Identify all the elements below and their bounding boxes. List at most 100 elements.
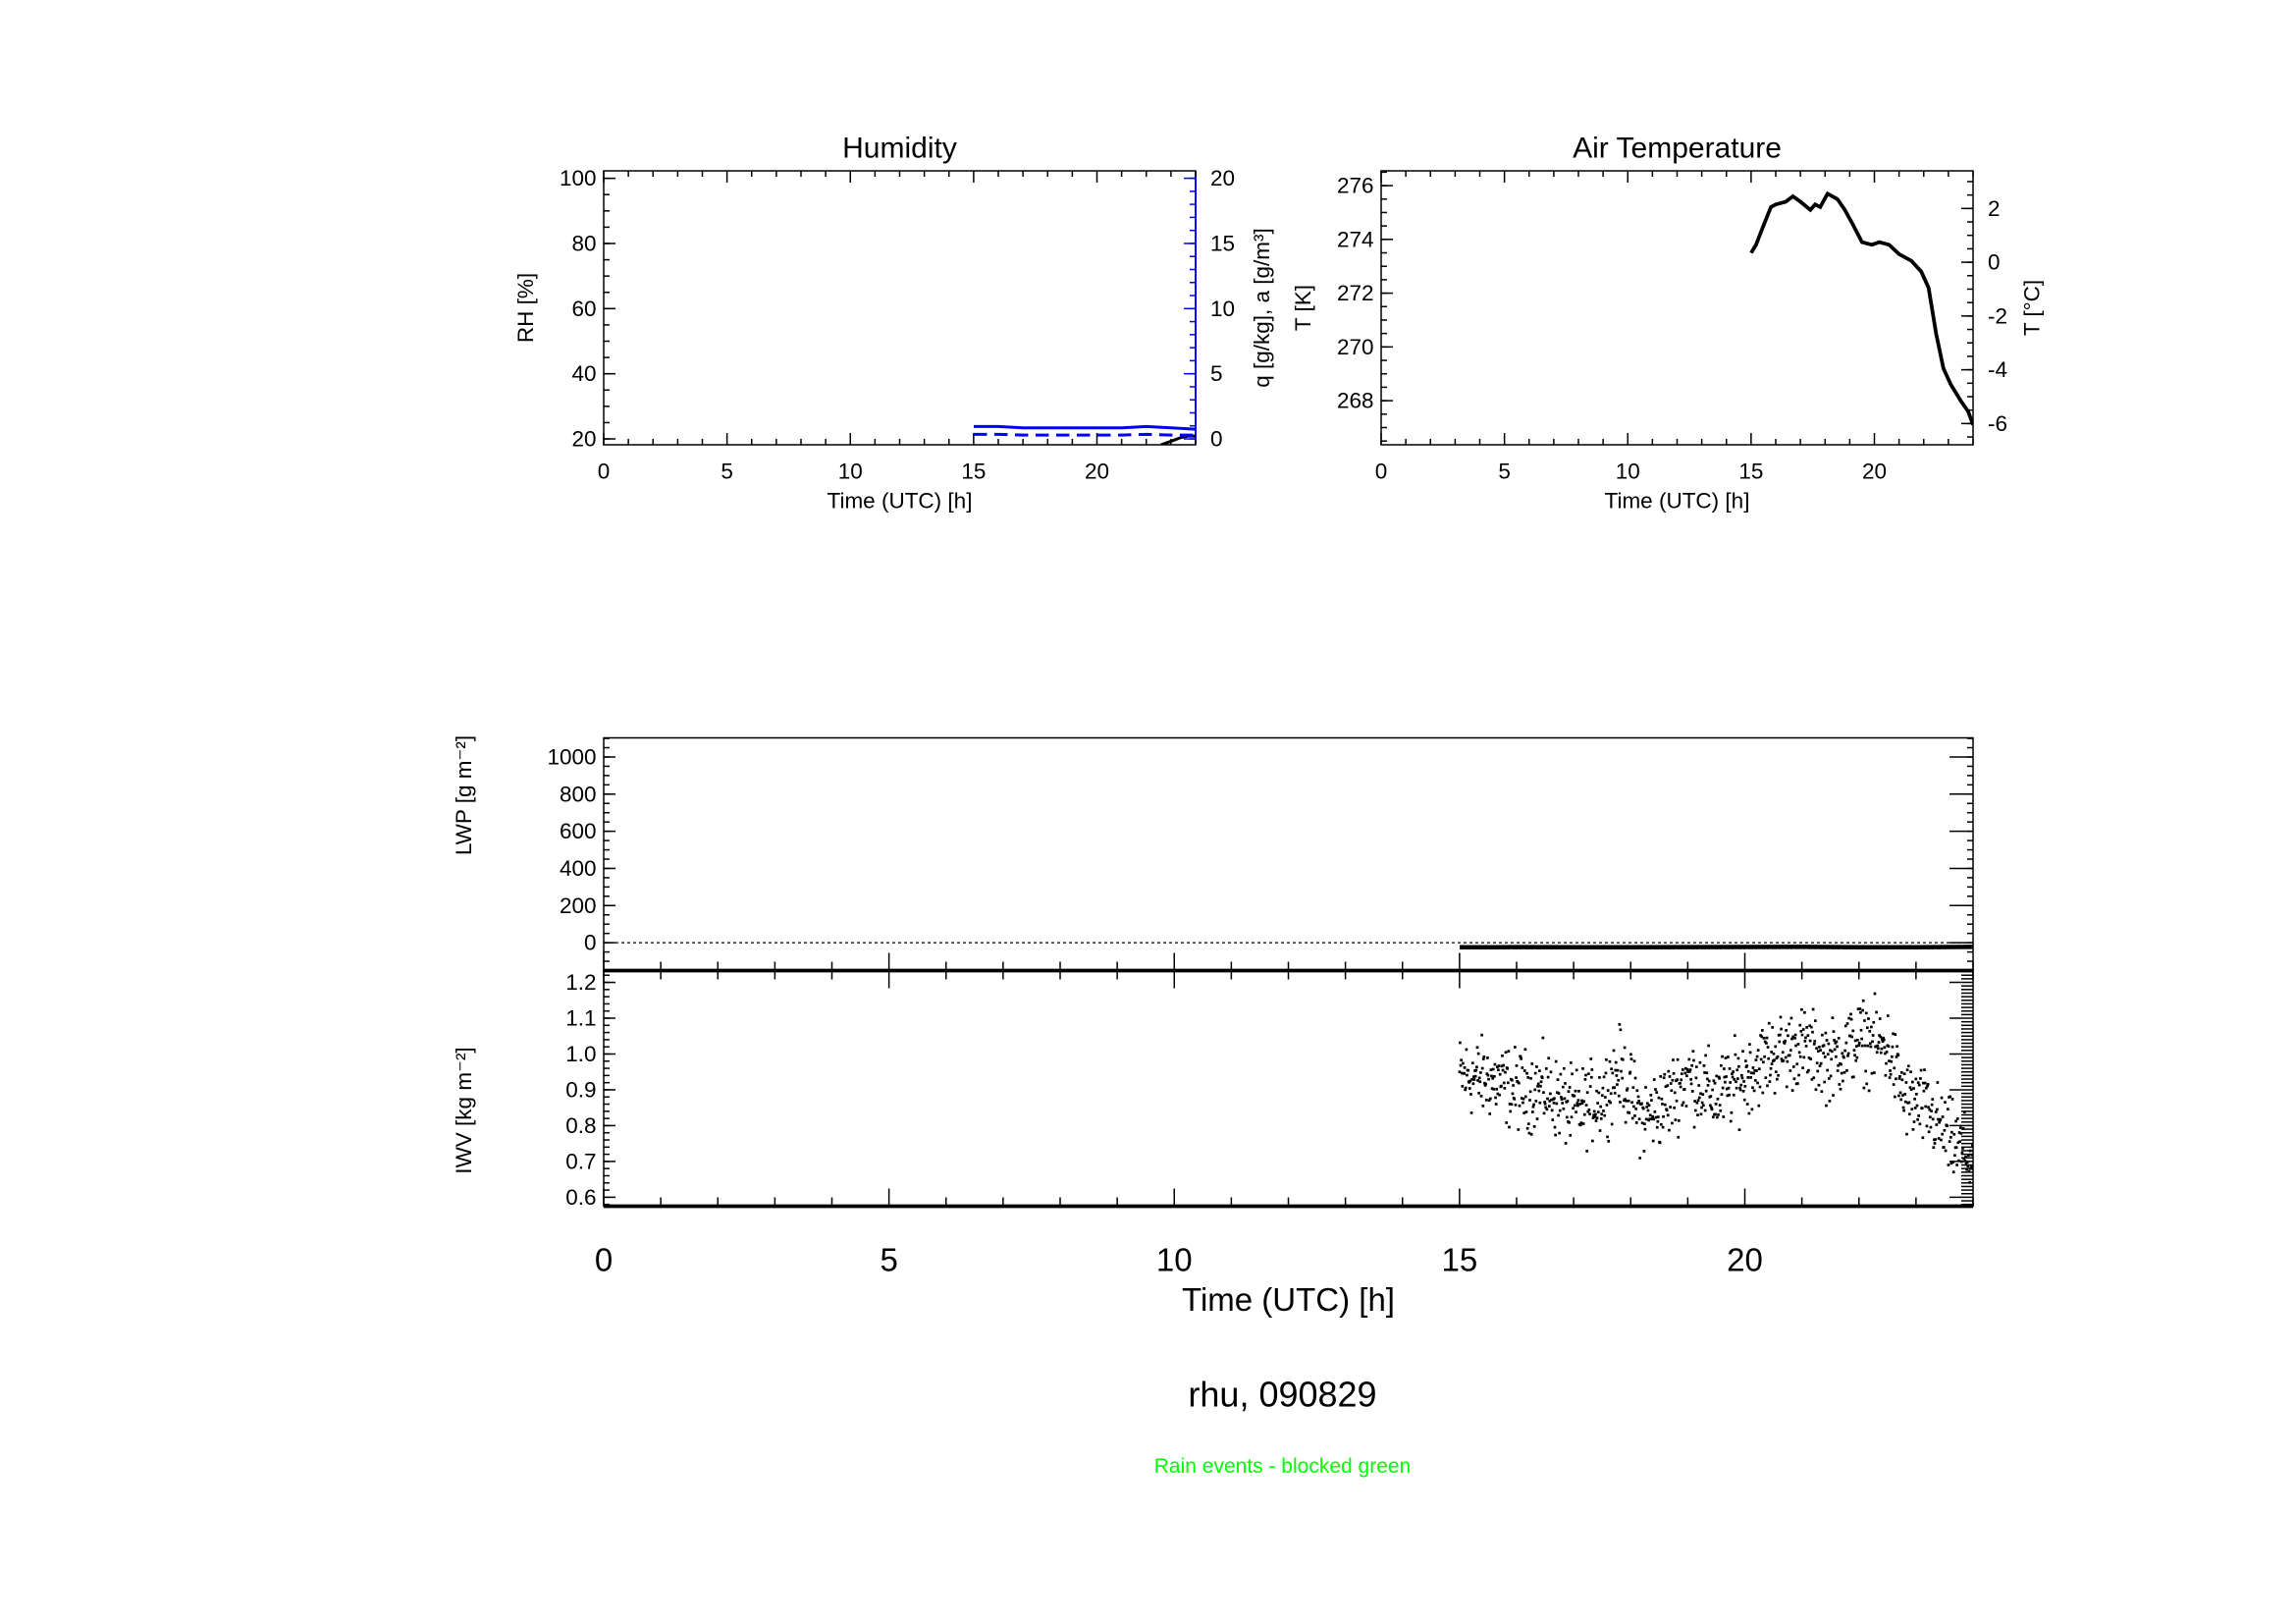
iwv-point bbox=[1720, 1063, 1723, 1067]
y-tick-label: -2 bbox=[1988, 303, 2007, 328]
iwv-point bbox=[1893, 1066, 1896, 1070]
y-tick-label: 0.9 bbox=[565, 1077, 596, 1102]
iwv-point bbox=[1595, 1116, 1599, 1119]
iwv-point bbox=[1797, 1073, 1800, 1077]
iwv-point bbox=[1509, 1109, 1513, 1113]
iwv-point bbox=[1701, 1093, 1705, 1096]
iwv-point bbox=[1590, 1075, 1593, 1079]
iwv-point bbox=[1725, 1087, 1729, 1091]
iwv-point bbox=[1762, 1060, 1765, 1064]
iwv-point bbox=[1729, 1119, 1733, 1123]
iwv-point bbox=[1879, 1035, 1883, 1039]
iwv-point bbox=[1819, 1061, 1823, 1065]
iwv-point bbox=[1684, 1066, 1687, 1070]
iwv-point bbox=[1868, 1042, 1872, 1046]
iwv-point bbox=[1518, 1104, 1522, 1108]
iwv-point bbox=[1564, 1142, 1568, 1145]
iwv-point bbox=[1751, 1066, 1755, 1069]
iwv-point bbox=[1582, 1100, 1586, 1104]
iwv-point bbox=[1865, 1082, 1869, 1086]
iwv-point bbox=[1885, 1051, 1889, 1054]
series-q bbox=[973, 424, 1197, 431]
iwv-point bbox=[1683, 1071, 1687, 1075]
iwv-point bbox=[1958, 1140, 1962, 1143]
x-tick-label: 0 bbox=[595, 1242, 613, 1278]
iwv-point bbox=[1603, 1096, 1607, 1099]
iwv-point bbox=[1644, 1117, 1648, 1121]
iwv-point bbox=[1926, 1084, 1929, 1088]
iwv-point bbox=[1958, 1126, 1962, 1129]
iwv-point bbox=[1804, 1036, 1807, 1040]
iwv-point bbox=[1772, 1052, 1776, 1055]
iwv-point bbox=[1959, 1160, 1963, 1163]
iwv-point bbox=[1589, 1057, 1593, 1060]
iwv-point bbox=[1740, 1073, 1743, 1077]
iwv-point bbox=[1662, 1076, 1666, 1080]
iwv-point bbox=[1754, 1058, 1758, 1061]
iwv-point bbox=[1682, 1068, 1684, 1071]
iwv-point bbox=[1810, 1078, 1814, 1081]
iwv-point bbox=[1659, 1075, 1663, 1078]
iwv-point bbox=[1506, 1081, 1510, 1085]
iwv-point bbox=[1715, 1074, 1719, 1078]
iwv-point bbox=[1755, 1055, 1759, 1058]
iwv-point bbox=[1591, 1139, 1594, 1143]
iwv-point bbox=[1966, 1164, 1970, 1168]
iwv-point bbox=[1691, 1050, 1695, 1054]
iwv-point bbox=[1690, 1063, 1694, 1067]
iwv-point bbox=[1652, 1078, 1656, 1081]
iwv-point bbox=[1500, 1064, 1504, 1068]
iwv-point bbox=[1700, 1101, 1704, 1105]
iwv-point bbox=[1626, 1087, 1629, 1091]
iwv-point bbox=[1909, 1070, 1912, 1074]
iwv-point bbox=[1718, 1076, 1722, 1080]
iwv-point bbox=[1620, 1069, 1623, 1073]
iwv-point bbox=[1600, 1112, 1604, 1116]
iwv-point bbox=[1830, 1057, 1834, 1061]
iwv-point bbox=[1927, 1106, 1930, 1109]
iwv-point bbox=[1757, 1104, 1761, 1108]
iwv-point bbox=[1743, 1085, 1747, 1088]
iwv-point bbox=[1845, 1069, 1848, 1072]
iwv-point bbox=[1758, 1085, 1762, 1089]
iwv-point bbox=[1964, 1162, 1968, 1165]
iwv-point bbox=[1575, 1068, 1578, 1072]
iwv-point bbox=[1791, 1065, 1795, 1068]
iwv-point bbox=[1523, 1095, 1527, 1099]
rain-note: Rain events - blocked green bbox=[1154, 1455, 1412, 1478]
iwv-point bbox=[1715, 1115, 1719, 1119]
iwv-point bbox=[1849, 1012, 1852, 1016]
iwv-point bbox=[1627, 1099, 1630, 1103]
iwv-point bbox=[1554, 1133, 1557, 1137]
iwv-point bbox=[1895, 1077, 1897, 1081]
iwv-point bbox=[1712, 1079, 1716, 1083]
iwv-point bbox=[1733, 1034, 1736, 1037]
iwv-point bbox=[1602, 1075, 1606, 1079]
iwv-point bbox=[1736, 1056, 1740, 1060]
iwv-point bbox=[1944, 1101, 1947, 1104]
iwv-point bbox=[1747, 1111, 1751, 1115]
iwv-point bbox=[1560, 1096, 1563, 1099]
temperature-k-axis-label: T [K] bbox=[1291, 285, 1315, 331]
iwv-point bbox=[1550, 1109, 1554, 1112]
iwv-point bbox=[1941, 1115, 1945, 1118]
iwv-point bbox=[1519, 1055, 1522, 1058]
iwv-point bbox=[1704, 1089, 1708, 1093]
iwv-point bbox=[1721, 1086, 1725, 1090]
iwv-point bbox=[1889, 1072, 1893, 1076]
x-tick-label: 5 bbox=[1498, 460, 1511, 484]
iwv-point bbox=[1459, 1063, 1463, 1067]
iwv-point bbox=[1669, 1082, 1673, 1085]
iwv-point bbox=[1549, 1092, 1552, 1096]
iwv-point bbox=[1915, 1093, 1918, 1096]
iwv-point bbox=[1469, 1111, 1473, 1114]
iwv-point bbox=[1660, 1097, 1664, 1101]
iwv-point bbox=[1897, 1077, 1901, 1080]
iwv-point bbox=[1971, 1144, 1974, 1148]
iwv-point bbox=[1780, 1057, 1784, 1060]
iwv-point bbox=[1632, 1105, 1635, 1109]
iwv-point bbox=[1954, 1119, 1957, 1123]
iwv-point bbox=[1621, 1076, 1625, 1080]
iwv-point bbox=[1590, 1068, 1594, 1071]
iwv-point bbox=[1901, 1094, 1904, 1097]
